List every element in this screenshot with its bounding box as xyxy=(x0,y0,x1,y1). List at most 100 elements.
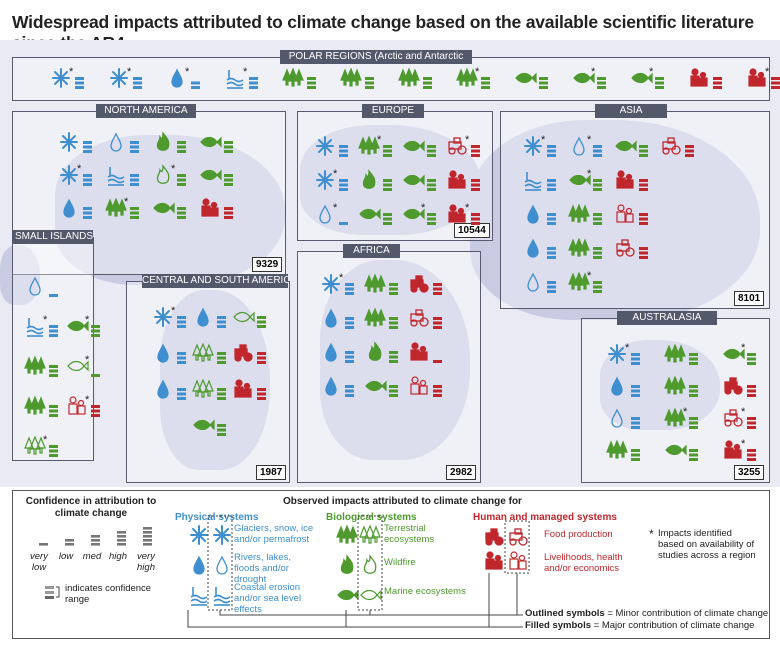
north-america-wildfire-icon xyxy=(156,131,186,153)
confidence-range-note: indicates confidence range xyxy=(65,583,152,605)
legend-terrestrial-outlined-icon xyxy=(359,524,381,544)
europe-glacier-icon xyxy=(316,136,348,157)
europe-livelihood-icon xyxy=(448,170,480,191)
europe-wildfire-icon xyxy=(362,169,392,191)
human-title: Human and managed systems xyxy=(473,512,617,523)
north-america-glacier-icon xyxy=(60,132,92,153)
level-low: low xyxy=(58,551,74,562)
central-south-america-food-icon xyxy=(234,344,266,364)
africa-river-icon xyxy=(325,376,354,397)
svg-text:*: * xyxy=(333,168,338,180)
count-asia: 8101 xyxy=(734,291,765,306)
legend-livelihood-text: Livelihoods, health and/or economics xyxy=(544,552,623,574)
europe-food-icon: * xyxy=(448,134,480,157)
confidence-bars xyxy=(39,527,152,546)
legend-terrestrial-filled-icon xyxy=(336,524,358,544)
asia-glacier-icon: * xyxy=(524,134,556,157)
legend: Confidence in attribution to climate cha… xyxy=(12,490,770,639)
central-south-america-glacier-icon: * xyxy=(154,305,186,328)
polar-livelihood-icon: * xyxy=(748,66,780,89)
legend-livelihood-outlined-icon xyxy=(509,551,527,570)
svg-text:*: * xyxy=(85,314,90,326)
svg-text:*: * xyxy=(69,66,74,78)
africa-glacier-icon: * xyxy=(322,272,354,295)
legend-glacier-outlined-icon xyxy=(213,525,231,545)
land-asia xyxy=(470,120,760,320)
small-islands-terrestrial-icon xyxy=(24,395,58,417)
confidence-range-icon xyxy=(45,586,60,599)
africa-terrestrial-icon xyxy=(364,307,398,329)
legend-wildfire-filled-icon xyxy=(340,554,354,574)
north-america-livelihood-icon xyxy=(201,198,233,219)
svg-text:*: * xyxy=(421,202,426,214)
small-islands-terrestrial-icon xyxy=(24,355,58,377)
asia-river-icon xyxy=(527,204,556,225)
polar-terrestrial-icon: * xyxy=(456,66,490,89)
small-islands-river-icon xyxy=(29,276,58,297)
svg-text:*: * xyxy=(587,134,592,146)
svg-text:*: * xyxy=(741,438,746,450)
svg-text:*: * xyxy=(625,342,630,354)
svg-text:*: * xyxy=(85,394,90,406)
africa-marine-icon xyxy=(365,380,398,397)
africa-livelihood-icon xyxy=(410,376,442,397)
level-very-low: very low xyxy=(30,551,48,573)
count-australasia: 3255 xyxy=(734,465,765,480)
count-africa: 2982 xyxy=(446,465,477,480)
land-south-america xyxy=(160,290,270,470)
asia-marine-icon: * xyxy=(569,168,602,191)
label-small-islands: SMALL ISLANDS xyxy=(12,230,93,244)
label-australasia: AUSTRALASIA xyxy=(617,311,717,325)
legend-marine-text: Marine ecosystems xyxy=(384,586,466,597)
central-south-america-livelihood-icon xyxy=(234,379,266,400)
svg-text:*: * xyxy=(465,202,470,214)
svg-text:*: * xyxy=(741,406,746,418)
central-south-america-river-icon xyxy=(157,343,186,364)
label-polar: POLAR REGIONS (Arctic and Antarctic xyxy=(280,50,472,64)
legend-marine-outlined-icon xyxy=(360,589,382,601)
africa-wildfire-icon xyxy=(368,341,398,363)
central-south-america-river-icon xyxy=(197,307,226,328)
north-america-marine-icon xyxy=(200,136,233,153)
central-south-america-marine-icon xyxy=(193,419,226,436)
legend-wildfire-text: Wildfire xyxy=(384,557,416,568)
region-small-islands xyxy=(12,237,94,461)
asia-livelihood-icon xyxy=(616,170,648,191)
legend-coast-filled-icon xyxy=(190,587,208,606)
australasia-terrestrial-icon xyxy=(606,439,640,461)
svg-text:*: * xyxy=(171,305,176,317)
level-high: high xyxy=(109,551,127,562)
australasia-marine-icon xyxy=(665,444,698,461)
svg-text:*: * xyxy=(124,196,129,208)
label-africa: AFRICA xyxy=(343,244,400,258)
svg-text:*: * xyxy=(127,66,132,78)
north-america-terrestrial-icon: * xyxy=(105,196,139,219)
svg-text:*: * xyxy=(765,66,770,78)
svg-text:*: * xyxy=(541,134,546,146)
north-america-glacier-icon: * xyxy=(60,163,92,186)
level-med: med xyxy=(82,551,102,562)
asia-terrestrial-icon xyxy=(568,203,602,225)
observed-title: Observed impacts attributed to climate c… xyxy=(283,496,522,507)
europe-marine-icon: * xyxy=(403,202,436,225)
europe-river-icon: * xyxy=(319,202,348,225)
polar-river-icon: * xyxy=(171,66,200,89)
svg-text:*: * xyxy=(243,66,248,78)
count-north-america: 9329 xyxy=(252,257,283,272)
small-islands-coast-icon: * xyxy=(26,314,58,337)
asia-terrestrial-icon: * xyxy=(568,270,602,293)
europe-livelihood-icon: * xyxy=(448,202,480,225)
legend-food-outlined-icon xyxy=(509,528,528,546)
asia-food-icon xyxy=(662,137,694,157)
small-islands-livelihood-icon: * xyxy=(68,394,100,417)
polar-coast-icon: * xyxy=(226,66,258,89)
small-islands-marine-icon: * xyxy=(67,354,100,377)
legend-wildfire-outlined-icon xyxy=(363,554,377,574)
svg-text:*: * xyxy=(741,342,746,354)
svg-text:*: * xyxy=(185,66,190,78)
svg-text:*: * xyxy=(43,434,48,446)
australasia-terrestrial-icon xyxy=(664,343,698,365)
outlined-note-bold: Outlined symbols xyxy=(525,608,605,619)
australasia-river-icon xyxy=(611,408,640,429)
africa-livelihood-icon xyxy=(410,342,442,363)
